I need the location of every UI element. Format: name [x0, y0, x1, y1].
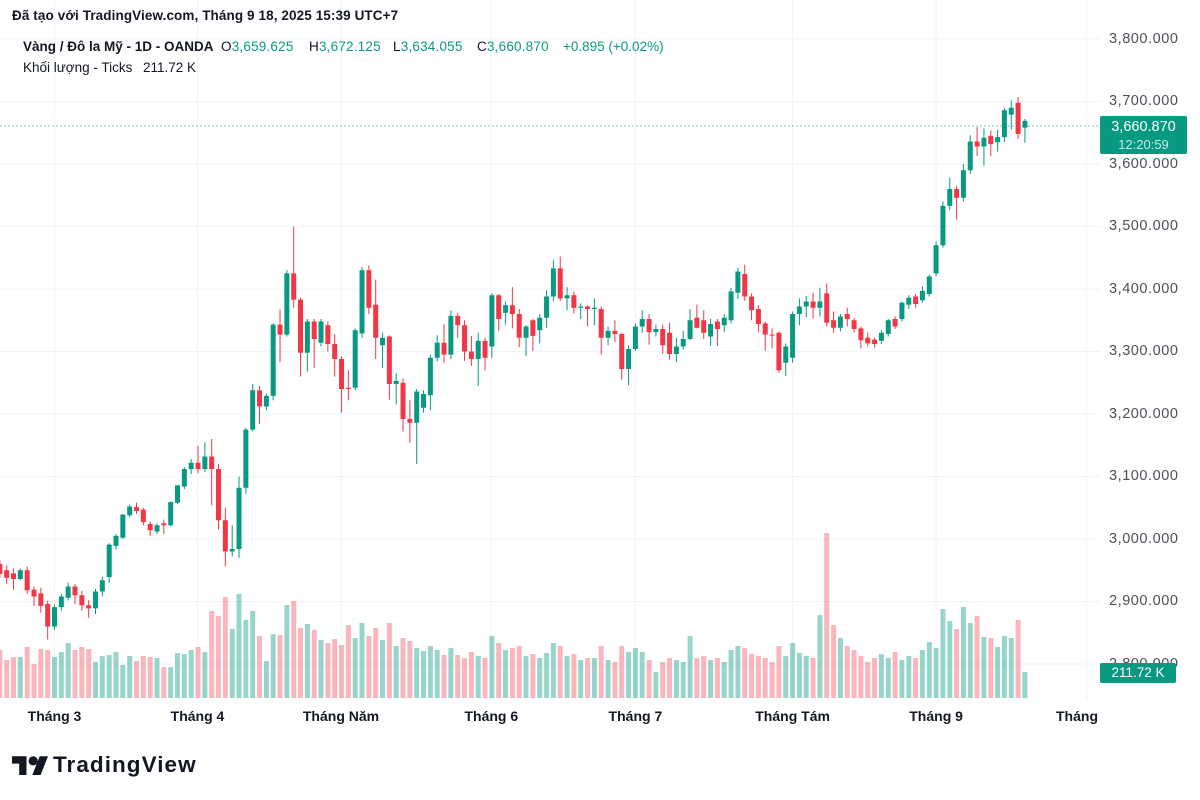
- svg-text:TradingView: TradingView: [53, 752, 197, 777]
